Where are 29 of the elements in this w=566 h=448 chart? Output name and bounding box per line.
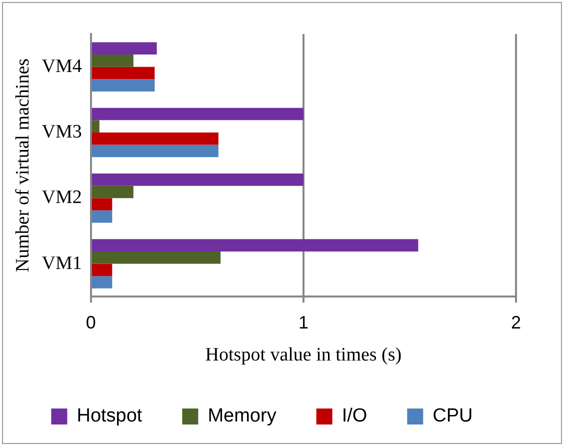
y-tick-label: VM4: [42, 56, 82, 77]
x-tick-label: 1: [298, 312, 308, 332]
y-tick-label: VM1: [42, 252, 82, 274]
bar: [92, 66, 155, 80]
bar: [92, 42, 157, 55]
legend-label: Hotspot: [76, 406, 143, 427]
bar: [92, 251, 221, 264]
y-axis-title: Number of virtual machines: [12, 58, 34, 272]
x-tick-label: 0: [86, 312, 96, 332]
legend-label: Memory: [208, 406, 277, 427]
bar: [92, 54, 134, 67]
legend-label: I/O: [342, 406, 368, 427]
y-tick-label: VM2: [42, 187, 82, 208]
bar: [92, 186, 134, 198]
bar: [92, 198, 112, 210]
legend-label: CPU: [432, 406, 473, 427]
x-axis-title: Hotspot value in times (s): [205, 344, 402, 366]
bar: [92, 276, 112, 288]
bar: [92, 79, 155, 92]
bar: [92, 108, 304, 120]
bar: [92, 144, 218, 158]
bar: [92, 120, 100, 132]
bar: [92, 264, 112, 276]
bar: [92, 132, 218, 145]
bar: [92, 239, 418, 252]
bar: [92, 210, 112, 223]
y-tick-label: VM3: [42, 121, 82, 142]
x-tick-label: 2: [510, 312, 522, 332]
bar: [92, 174, 304, 186]
